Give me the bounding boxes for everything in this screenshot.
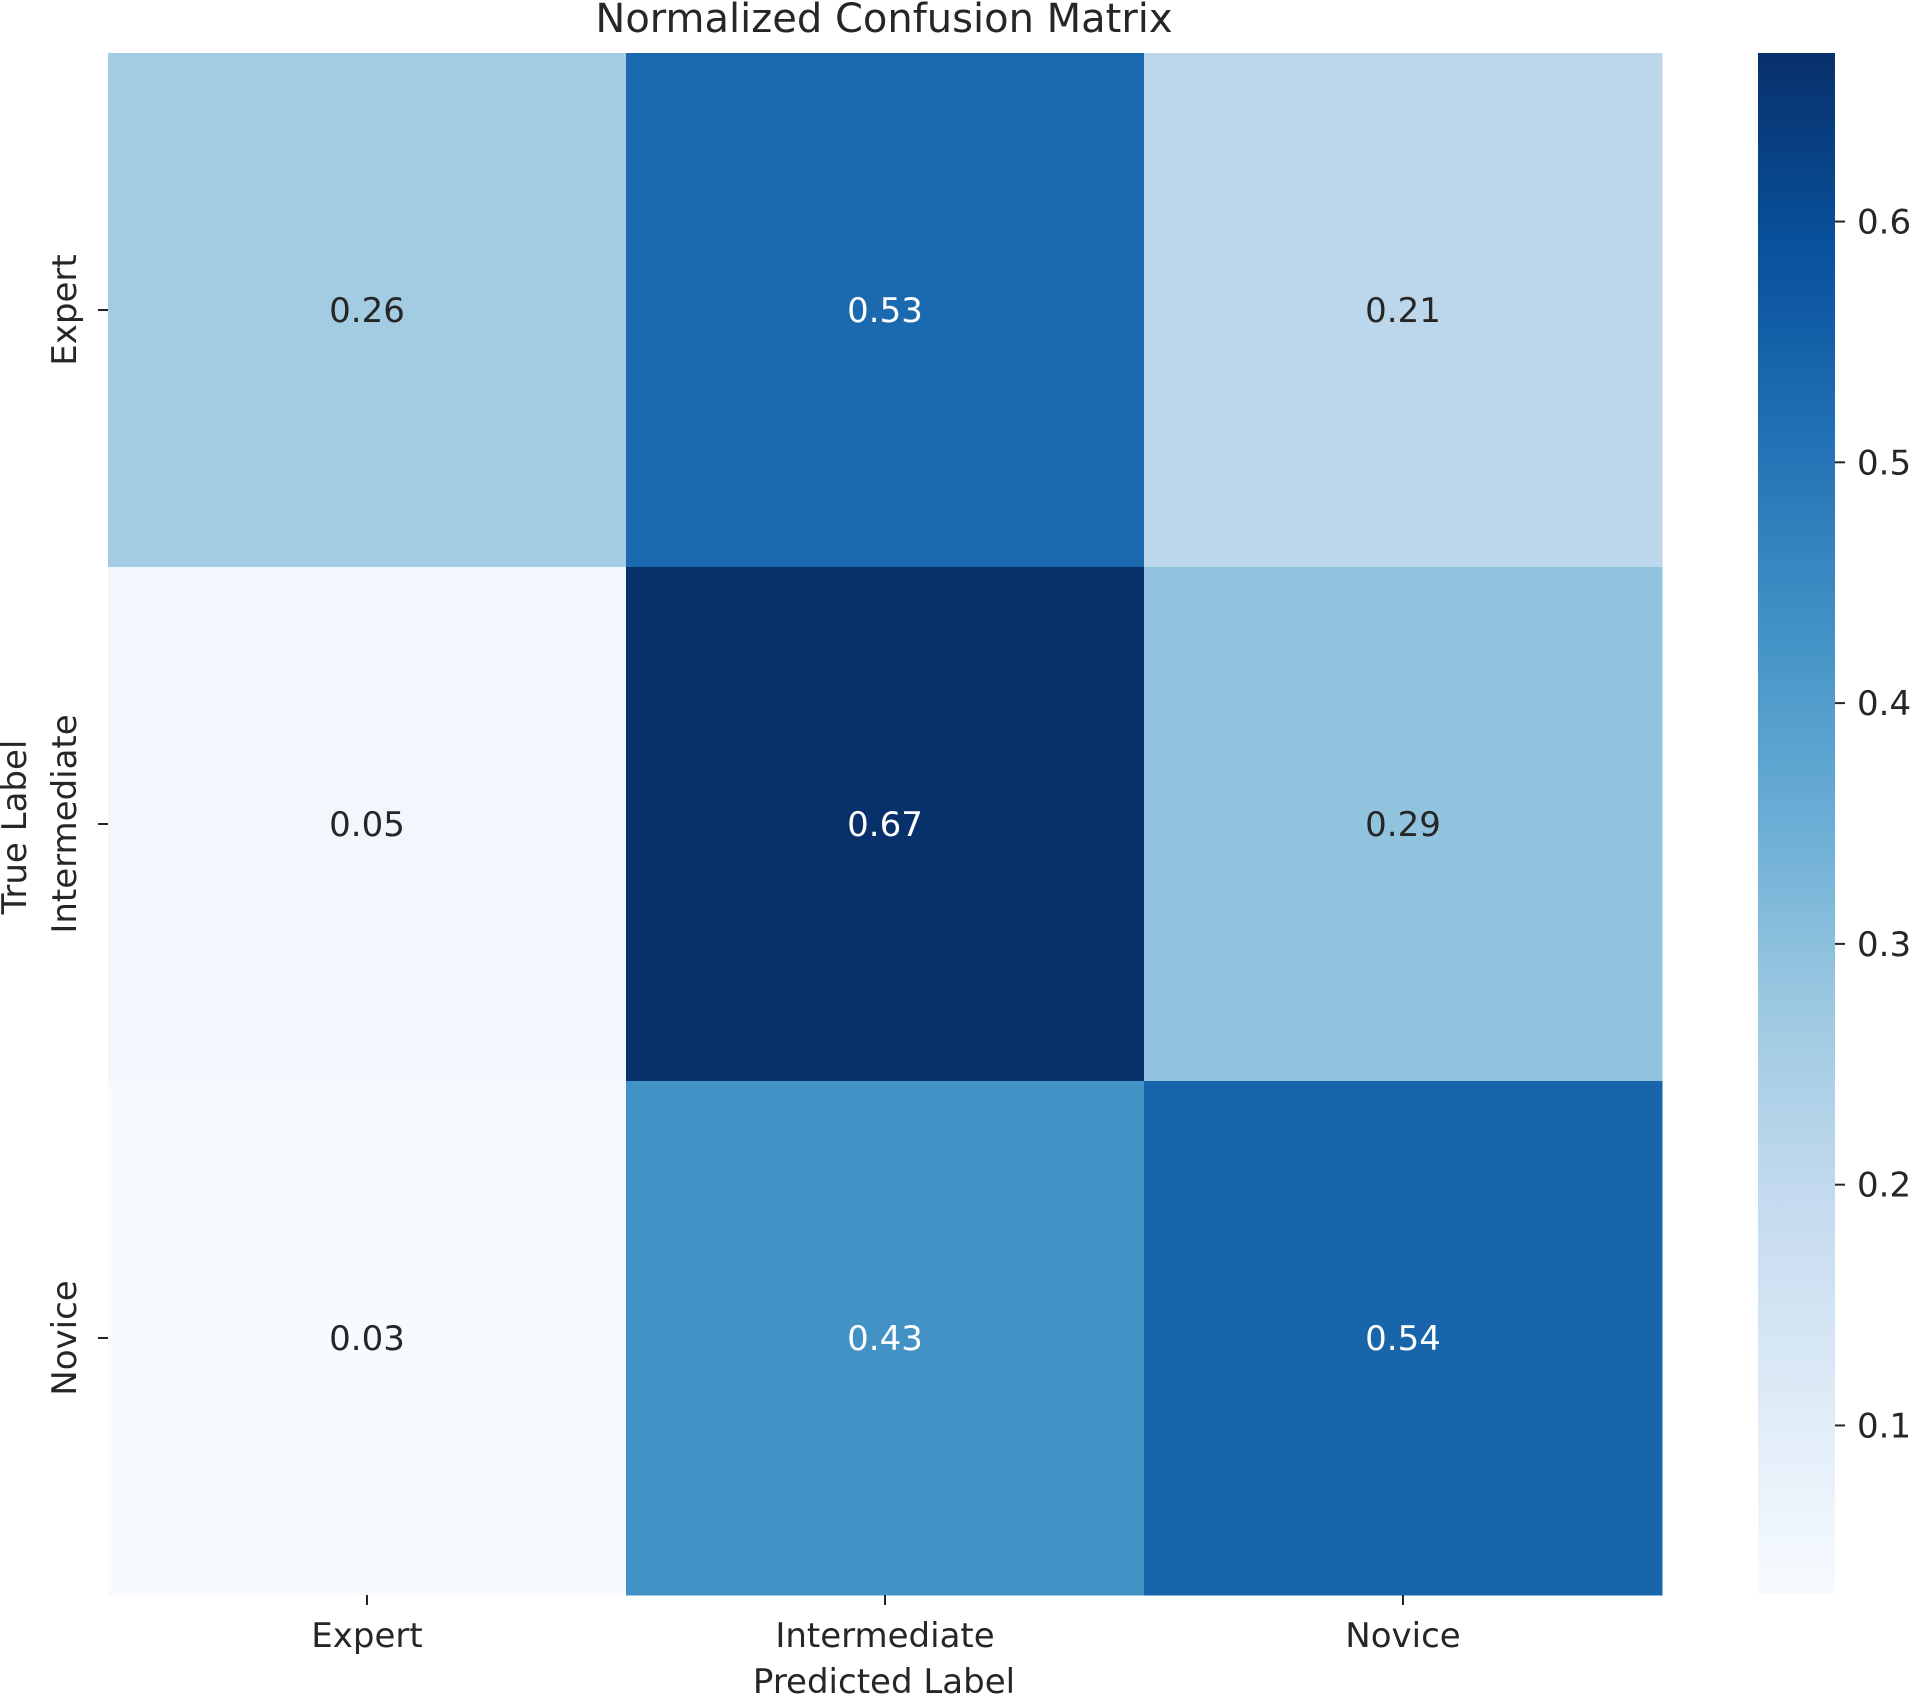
- heatmap-cell-0-0: [108, 53, 627, 568]
- colorbar-tick-label-1: 0.2: [1857, 1166, 1911, 1206]
- colorbar-tick-label-3: 0.4: [1857, 684, 1911, 724]
- cell-value-label-0-2: 0.21: [1365, 291, 1441, 331]
- colorbar-tick-label-5: 0.6: [1857, 203, 1911, 243]
- y-tick-label-2: Novice: [45, 1280, 85, 1395]
- cell-value-label-2-0: 0.03: [329, 1319, 405, 1359]
- colorbar: [1758, 53, 1835, 1594]
- heatmap-cell-labels: 0.26 0.53 0.21 0.05 0.67 0.29 0.03 0.43 0.54: [329, 291, 1441, 1359]
- heatmap-cell-2-2: [1144, 1081, 1663, 1596]
- heatmap-cell-0-2: [1144, 53, 1663, 568]
- x-axis: Expert Intermediate Novice: [311, 1595, 1461, 1656]
- colorbar-tick-label-4: 0.5: [1857, 443, 1911, 483]
- x-tick-label-2: Novice: [1345, 1616, 1460, 1656]
- cell-value-label-1-0: 0.05: [329, 805, 405, 845]
- cell-value-label-2-2: 0.54: [1365, 1319, 1441, 1359]
- colorbar-ticks: 0.1 0.2 0.3 0.4 0.5 0.6: [1835, 203, 1911, 1446]
- cell-value-label-1-1: 0.67: [847, 805, 923, 845]
- colorbar-tick-label-2: 0.3: [1857, 925, 1911, 965]
- y-axis: Expert Intermediate Novice: [45, 254, 108, 1396]
- y-axis-label: True Label: [0, 740, 35, 916]
- chart-title: Normalized Confusion Matrix: [595, 0, 1172, 42]
- heatmap-cell-1-0: [108, 567, 627, 1082]
- cell-value-label-2-1: 0.43: [847, 1319, 923, 1359]
- cell-value-label-1-2: 0.29: [1365, 805, 1441, 845]
- x-axis-label: Predicted Label: [753, 1662, 1015, 1694]
- colorbar-tick-label-0: 0.1: [1857, 1406, 1911, 1446]
- x-tick-label-1: Intermediate: [775, 1616, 994, 1656]
- heatmap-cell-1-1: [626, 567, 1145, 1082]
- heatmap-cell-2-1: [626, 1081, 1145, 1596]
- heatmap-cell-0-1: [626, 53, 1145, 568]
- x-tick-label-0: Expert: [311, 1616, 422, 1656]
- y-tick-label-0: Expert: [45, 254, 85, 365]
- heatmap-cell-1-2: [1144, 567, 1663, 1082]
- y-tick-label-1: Intermediate: [45, 714, 85, 933]
- cell-value-label-0-1: 0.53: [847, 291, 923, 331]
- heatmap-cell-2-0: [108, 1081, 627, 1596]
- cell-value-label-0-0: 0.26: [329, 291, 405, 331]
- heatmap-cells: [108, 53, 1663, 1596]
